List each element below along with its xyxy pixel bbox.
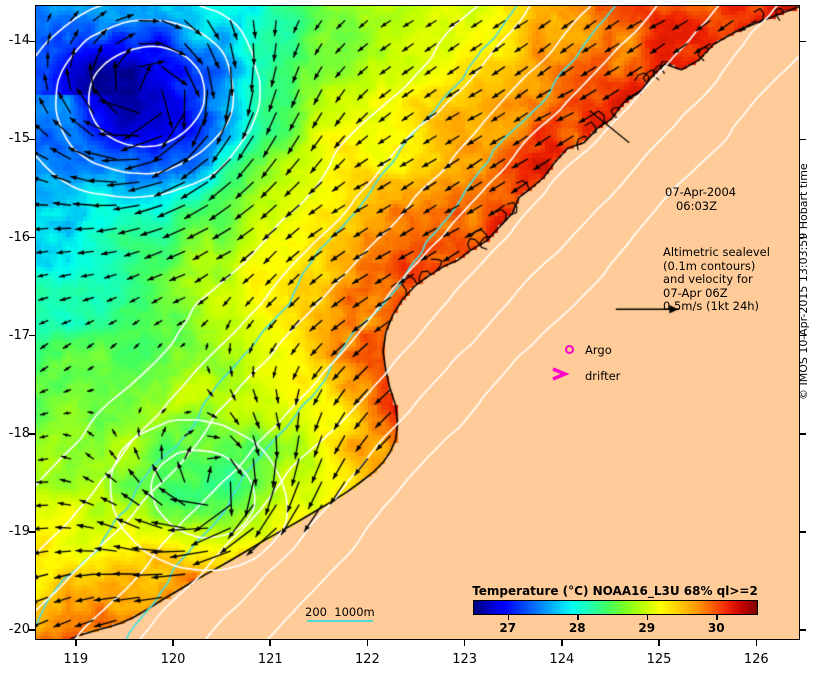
y-tick-label: -19 <box>8 524 30 540</box>
x-tick <box>75 640 77 646</box>
map-plot-area[interactable] <box>35 5 800 640</box>
y-tick <box>29 40 35 43</box>
x-tick <box>658 640 660 646</box>
colorbar-tick <box>646 615 649 620</box>
y-tick <box>800 334 806 337</box>
y-tick <box>800 40 806 43</box>
x-tick-label: 122 <box>355 652 380 667</box>
x-tick-label: 121 <box>257 652 283 667</box>
x-tick-label: 119 <box>63 652 89 667</box>
colorbar-gradient <box>473 600 758 615</box>
y-tick <box>800 138 806 141</box>
x-tick-label: 120 <box>160 652 186 667</box>
y-tick <box>800 433 806 435</box>
y-tick <box>29 236 35 239</box>
y-tick-label: -16 <box>8 229 30 245</box>
drifter-marker-icon <box>552 367 570 381</box>
y-tick <box>800 531 806 533</box>
colorbar-tick <box>716 615 718 620</box>
y-tick-label: -20 <box>8 622 30 638</box>
x-tick-label: 123 <box>452 652 478 667</box>
y-tick <box>29 531 35 533</box>
y-tick <box>29 629 35 631</box>
x-tick <box>463 640 466 646</box>
y-tick <box>29 138 35 141</box>
x-tick-label: 125 <box>646 652 672 667</box>
copyright-text: © IMOS 10-Apr-2015 13:03:59 Hobart time <box>797 163 810 400</box>
x-tick <box>366 640 369 646</box>
altimetry-description: Altimetric sealevel (0.1m contours) and … <box>663 245 770 313</box>
y-tick <box>800 629 806 631</box>
x-tick-label: 124 <box>549 652 575 667</box>
x-tick <box>755 640 757 646</box>
colorbar-tick-label: 28 <box>568 621 586 635</box>
x-tick <box>172 640 174 646</box>
colorbar-tick-label: 29 <box>638 621 656 635</box>
x-tick <box>269 640 271 646</box>
bathymetry-scale-line <box>307 620 373 622</box>
colorbar-tick <box>577 615 579 620</box>
argo-marker-icon <box>565 345 574 354</box>
observation-datetime: 07-Apr-2004 06:03Z <box>665 185 737 213</box>
colorbar-tick-label: 27 <box>499 621 517 635</box>
y-tick-label: -18 <box>8 425 30 441</box>
x-tick-label: 126 <box>743 652 769 667</box>
map-overlay-layer <box>36 6 799 639</box>
y-tick <box>800 236 806 239</box>
colorbar-title: Temperature (°C) NOAA16_L3U 68% ql>=2 <box>472 584 758 598</box>
y-tick <box>29 334 35 337</box>
colorbar-tick-label: 30 <box>707 621 725 635</box>
colorbar-tick <box>507 615 510 620</box>
bathymetry-scale-label: 200 1000m <box>305 605 375 619</box>
y-tick <box>29 433 35 435</box>
drifter-legend-label: drifter <box>585 369 621 383</box>
argo-legend-label: Argo <box>585 343 612 357</box>
y-tick-label: -15 <box>8 131 30 147</box>
y-tick-label: -14 <box>8 33 30 49</box>
x-tick <box>561 640 563 646</box>
y-tick-label: -17 <box>8 327 30 343</box>
